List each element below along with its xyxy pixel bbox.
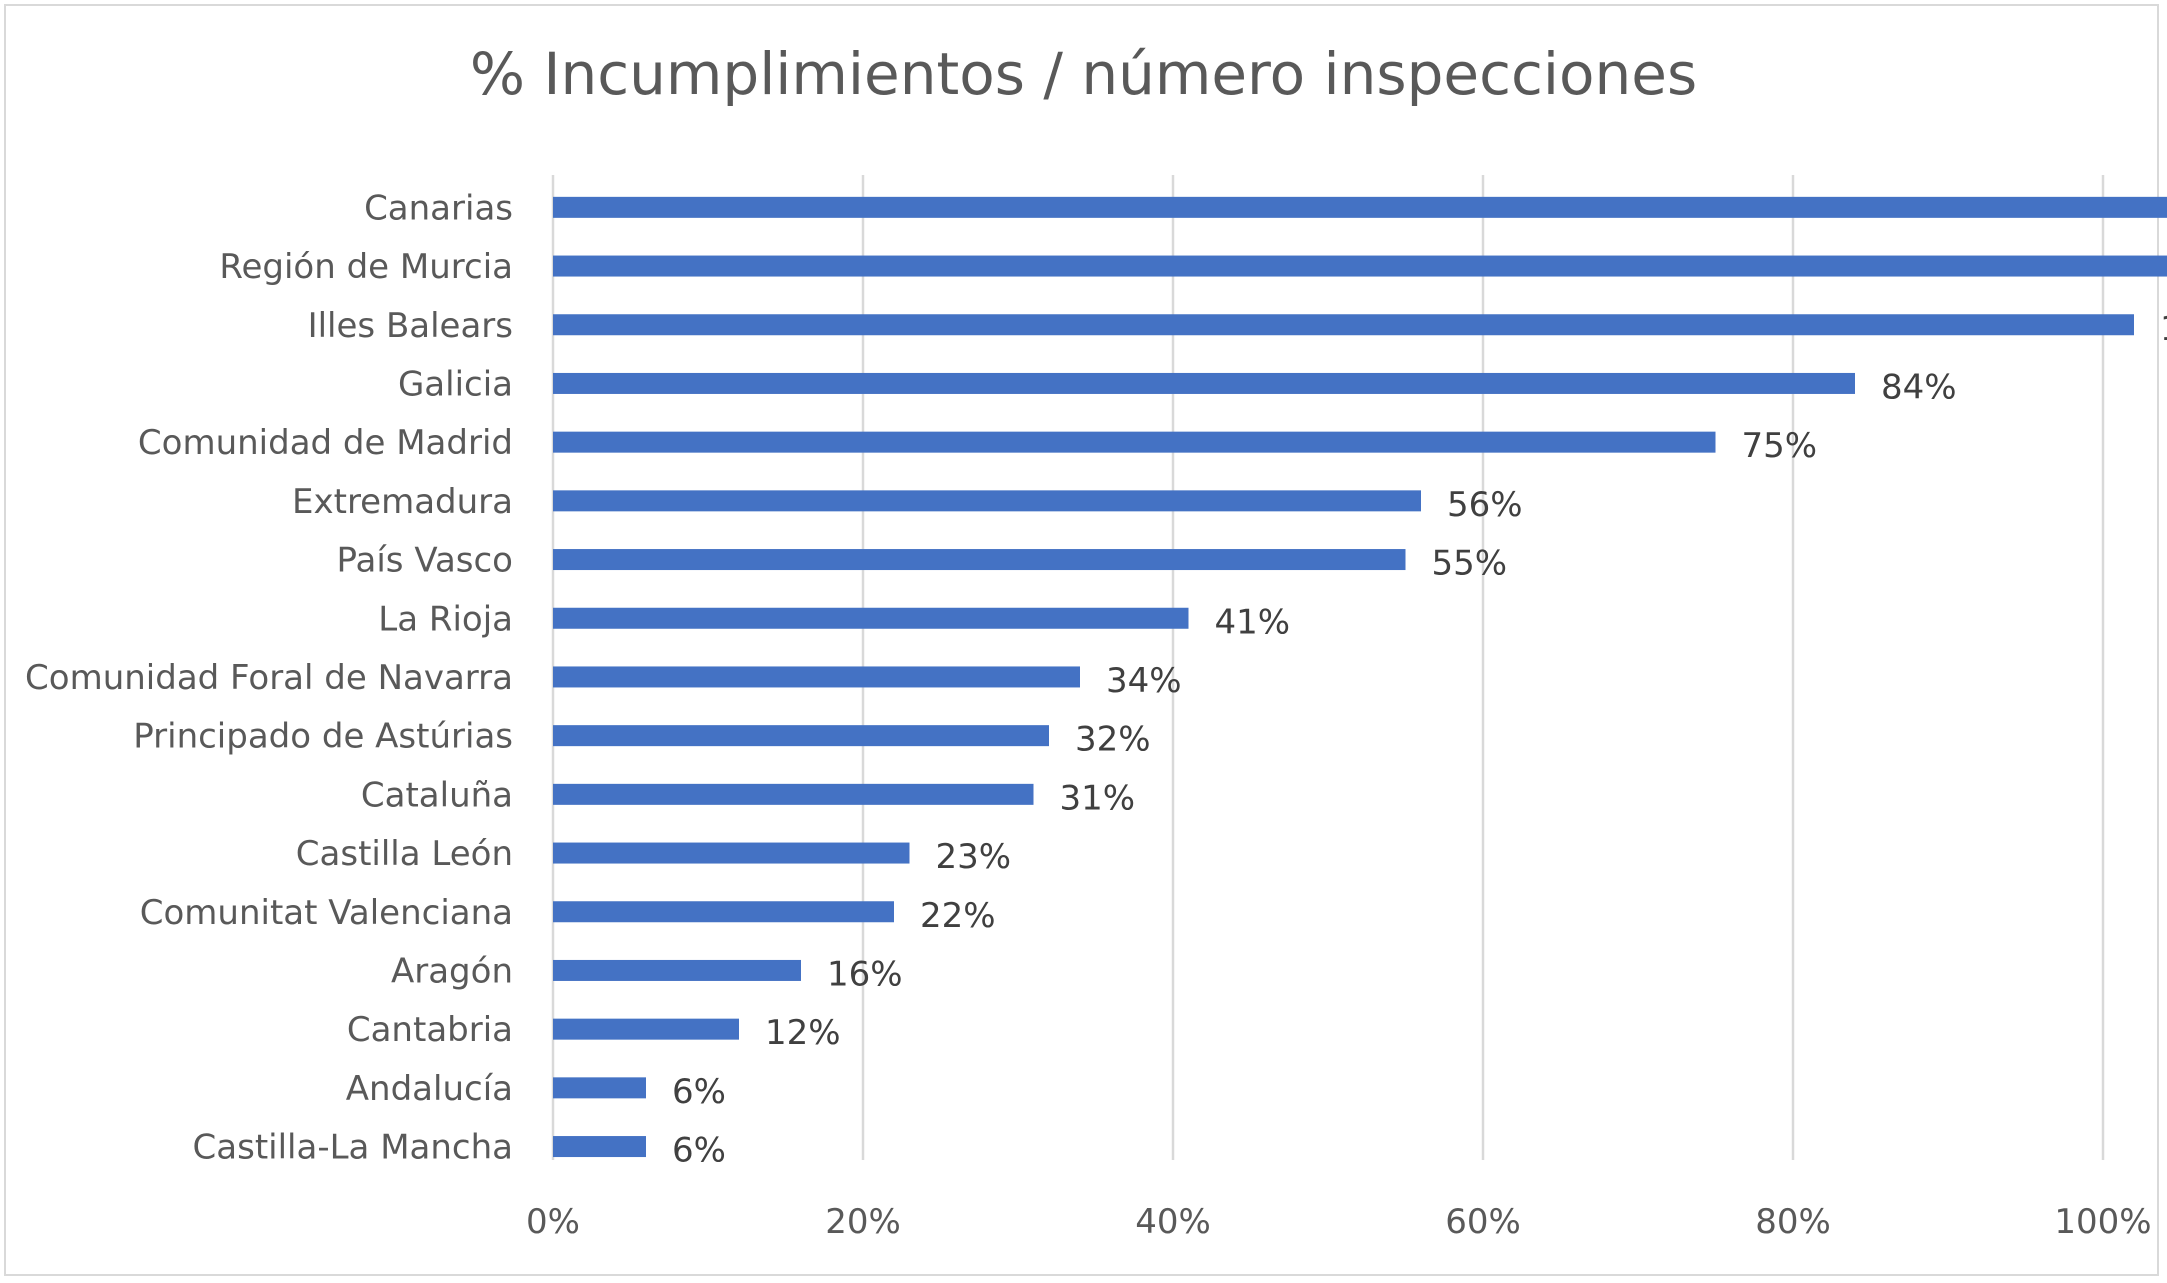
data-label: 56%: [1447, 485, 1523, 525]
category-label: Illes Balears: [308, 306, 513, 346]
bar: [553, 959, 801, 981]
bar: [553, 666, 1080, 688]
bar: [553, 901, 894, 923]
data-label: 22%: [920, 896, 996, 936]
bar: [553, 783, 1034, 805]
data-label: 102%: [2160, 309, 2167, 349]
x-tick-label: 0%: [526, 1202, 580, 1242]
category-label: Galicia: [398, 364, 513, 404]
bar: [553, 1136, 646, 1158]
category-label: Castilla León: [296, 834, 513, 874]
category-label: Cataluña: [361, 775, 513, 815]
category-label: Aragón: [391, 951, 513, 991]
x-tick-label: 60%: [1445, 1202, 1521, 1242]
bar: [553, 196, 2167, 218]
data-label: 32%: [1075, 720, 1151, 760]
category-label: Comunidad de Madrid: [138, 423, 513, 463]
category-label: Castilla-La Mancha: [193, 1128, 513, 1168]
bar: [553, 372, 1855, 394]
data-label: 55%: [1432, 544, 1508, 584]
data-label: 31%: [1060, 778, 1136, 818]
category-label: Principado de Astúrias: [133, 717, 513, 757]
data-label: 6%: [672, 1072, 726, 1112]
x-tick-label: 100%: [2054, 1202, 2151, 1242]
data-label: 6%: [672, 1131, 726, 1171]
bar: [553, 1077, 646, 1099]
bar: [553, 842, 910, 864]
category-label: Región de Murcia: [219, 247, 513, 287]
bar: [553, 1018, 739, 1040]
category-label: País Vasco: [337, 541, 513, 581]
data-label: 34%: [1106, 661, 1182, 701]
x-tick-label: 20%: [825, 1202, 901, 1242]
x-tick-label: 40%: [1135, 1202, 1211, 1242]
chart-title: % Incumplimientos / número inspecciones: [469, 40, 1698, 108]
bar: [553, 607, 1189, 629]
data-label: 41%: [1215, 602, 1291, 642]
category-label: Andalucía: [346, 1069, 513, 1109]
data-label: 16%: [827, 954, 903, 994]
category-label: Cantabria: [347, 1010, 513, 1050]
category-label: Comunidad Foral de Navarra: [25, 658, 513, 698]
bar: [553, 549, 1406, 571]
bar: [553, 431, 1716, 453]
category-label: La Rioja: [378, 599, 513, 639]
data-label: 12%: [765, 1013, 841, 1053]
data-label: 84%: [1881, 367, 1957, 407]
x-tick-label: 80%: [1755, 1202, 1831, 1242]
data-label: 75%: [1742, 426, 1818, 466]
category-label: Extremadura: [292, 482, 513, 522]
category-label: Comunitat Valenciana: [140, 893, 513, 933]
bar: [553, 490, 1421, 512]
bar: [553, 314, 2134, 336]
data-label: 23%: [936, 837, 1012, 877]
bar: [553, 725, 1049, 747]
bar: [553, 255, 2167, 277]
category-label: Canarias: [364, 188, 513, 228]
